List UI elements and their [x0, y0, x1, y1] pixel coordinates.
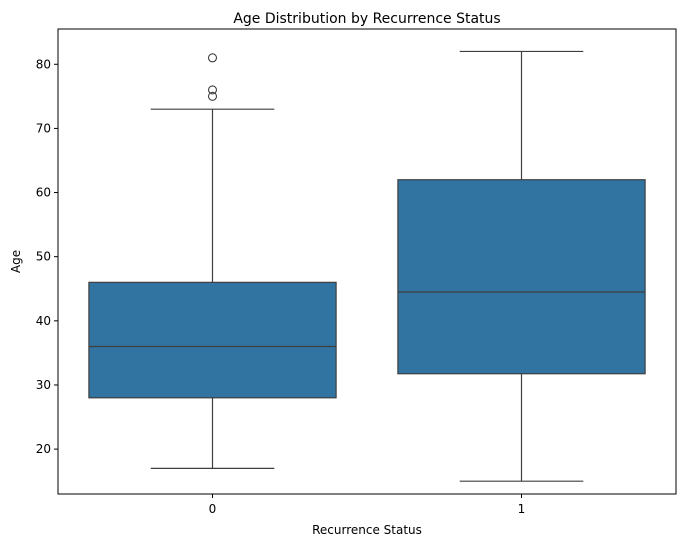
chart-title: Age Distribution by Recurrence Status [233, 11, 500, 27]
x-tick-label-0: 0 [209, 502, 217, 516]
outlier-0-1 [207, 85, 218, 95]
y-axis: 20 30 40 50 60 70 80 [36, 57, 58, 456]
y-tick-label-70: 70 [36, 121, 51, 135]
box-group-0 [88, 53, 337, 469]
y-axis-label: Age [9, 250, 23, 273]
plot-area [88, 50, 646, 482]
y-tick-label-50: 50 [36, 250, 51, 264]
y-tick-label-20: 20 [36, 442, 51, 456]
x-tick-label-1: 1 [518, 502, 526, 516]
box-iqr-1 [397, 179, 646, 375]
x-axis-label: Recurrence Status [312, 523, 422, 537]
y-tick-label-40: 40 [36, 314, 51, 328]
box-iqr-0 [88, 281, 337, 399]
box-group-1 [397, 50, 646, 482]
y-tick-label-30: 30 [36, 378, 51, 392]
outlier-0-2 [207, 53, 218, 63]
y-tick-label-80: 80 [36, 57, 51, 71]
y-tick-label-60: 60 [36, 186, 51, 200]
plot-frame [57, 28, 677, 495]
outlier-0-0 [207, 91, 218, 101]
